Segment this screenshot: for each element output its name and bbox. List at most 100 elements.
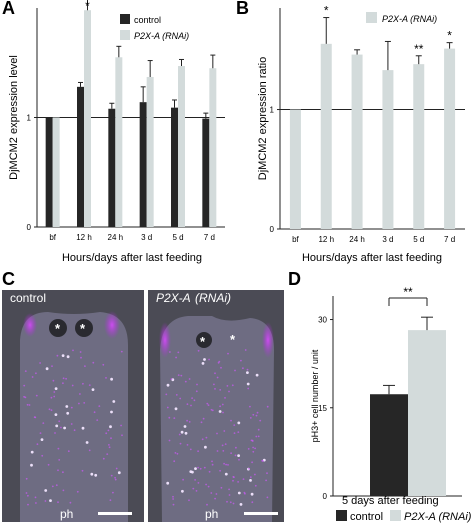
scale-bar (244, 512, 278, 515)
ph3-dot (55, 424, 59, 428)
ph3-dot (215, 493, 218, 495)
bar-control (77, 86, 84, 227)
ph3-dot (208, 470, 211, 473)
ph3-dot (76, 490, 79, 493)
ph3-dot (65, 377, 67, 380)
panel-letter-c: C (2, 269, 15, 289)
ph3-dot (201, 438, 204, 441)
significance-mark: ** (414, 42, 424, 56)
ph3-dot (237, 491, 241, 495)
scale-bar (98, 512, 132, 515)
ph3-dot (224, 397, 226, 399)
ph3-dot (206, 503, 208, 506)
ph3-dot (246, 371, 249, 374)
ph3-dot (266, 472, 268, 475)
ph3-dot (210, 408, 213, 411)
ph3-dot (36, 443, 39, 446)
ph3-dot (175, 356, 178, 359)
ph3-dot (265, 479, 267, 482)
ph3-dot (225, 463, 228, 466)
bar-control (370, 394, 408, 496)
ph3-dot (70, 406, 73, 409)
eye-marker: * (80, 321, 86, 336)
ph3-dot (67, 450, 70, 453)
ph3-dot (244, 349, 247, 351)
bar-control (202, 118, 210, 227)
chart-a: 0 1 bf 12 h 24 h 3 d 5 d 7 d * control P2X-A (RNAi… (8, 0, 225, 264)
bar-rnai (444, 48, 456, 230)
ph3-dot (57, 469, 59, 472)
ph3-dot (204, 445, 207, 449)
bar-rnai (408, 330, 446, 496)
bar-rnai (413, 64, 425, 230)
ph3-dot (173, 417, 176, 419)
y-axis-label: DjMCM2 expression level (8, 55, 20, 180)
ph3-dot (226, 385, 229, 387)
ph3-dot (102, 457, 105, 460)
ph3-dot (39, 362, 41, 364)
ph3-dot (27, 494, 29, 497)
ph3-dot (81, 469, 84, 472)
ph3-dot (228, 488, 231, 491)
ph3-dot (192, 487, 195, 490)
panel-letter-b: B (236, 0, 249, 18)
y-tick-label: 1 (27, 114, 32, 123)
micrograph-control: * * control ph (2, 290, 144, 522)
ph3-dot (27, 503, 29, 506)
ph3-dot (85, 441, 89, 444)
ph3-dot (45, 367, 49, 371)
x-tick-label: 5 d (413, 235, 424, 244)
ph3-dot (254, 484, 257, 487)
x-tick-label: 12 h (76, 233, 92, 242)
legend-swatch-rnai (390, 510, 401, 521)
ph3-dot (255, 373, 259, 377)
ph3-dot (79, 393, 81, 395)
y-axis-label: pH3+ cell number / unit (310, 349, 320, 442)
ph3-dot (51, 485, 54, 488)
ph3-dot (31, 376, 34, 378)
ph3-dot (177, 351, 180, 354)
ph3-dot (217, 361, 220, 364)
ph3-dot (193, 399, 196, 402)
ph3-dot (231, 384, 234, 387)
brain-glow (262, 322, 274, 358)
bar-rnai (52, 117, 60, 227)
ph3-dot (105, 432, 108, 435)
ph3-dot (220, 486, 223, 489)
bar-control (171, 107, 178, 227)
ph3-dot (47, 463, 50, 466)
ph3-dot (109, 499, 112, 502)
ph3-dot (228, 494, 231, 496)
ph3-dot (39, 432, 42, 434)
bar-rnai (320, 43, 332, 230)
ph3-dot (55, 484, 58, 487)
ph3-dot (108, 446, 111, 449)
ph3-dot (235, 446, 237, 449)
ph3-dot (180, 430, 184, 434)
ph3-dot (62, 471, 64, 474)
ph3-dot (207, 485, 210, 488)
eye-marker: * (200, 334, 206, 349)
ph3-signal (23, 349, 123, 506)
ph3-dot (66, 411, 70, 415)
ph3-dot (106, 453, 109, 455)
y-tick-label: 1 (270, 106, 275, 115)
ph3-dot (120, 350, 123, 353)
ph3-dot (61, 354, 65, 357)
ph3-dot (112, 491, 114, 494)
ph3-dot (102, 363, 105, 366)
eye-marker: * (55, 321, 61, 336)
ph3-dot (251, 501, 254, 504)
ph3-dot (166, 406, 169, 409)
ph3-dot (82, 382, 84, 385)
ph3-dot (168, 439, 171, 442)
ph3-dot (196, 383, 198, 386)
ph3-dot (57, 447, 60, 450)
ph3-dot (237, 454, 241, 457)
ph3-dot (221, 403, 224, 406)
ph3-dot (203, 358, 206, 361)
ph3-dot (83, 402, 86, 404)
ph3-dot (65, 405, 69, 408)
ph3-dot (230, 452, 233, 455)
